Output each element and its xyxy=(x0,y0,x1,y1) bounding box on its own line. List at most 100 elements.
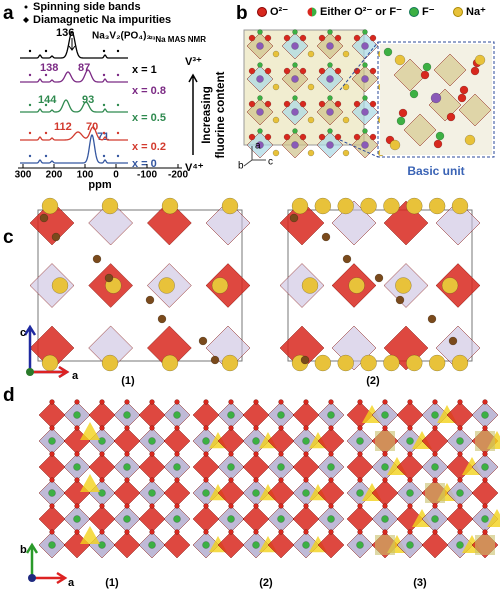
atom xyxy=(433,139,443,149)
atom xyxy=(457,399,463,405)
atom xyxy=(203,399,209,405)
atom xyxy=(124,451,130,457)
atom xyxy=(383,197,400,215)
atom xyxy=(369,133,377,141)
side-band xyxy=(28,131,32,135)
atom xyxy=(124,425,130,431)
atom xyxy=(174,477,180,483)
axis-arrow xyxy=(30,365,70,379)
atom xyxy=(98,437,106,445)
atom xyxy=(211,277,229,294)
atom xyxy=(407,451,413,457)
panel-label: c xyxy=(3,227,14,248)
atom xyxy=(435,131,445,141)
atom xyxy=(148,489,156,497)
octahedron xyxy=(317,427,345,455)
side-band xyxy=(116,131,120,135)
atom xyxy=(326,108,334,116)
octahedron xyxy=(267,427,295,455)
crystal-structure xyxy=(243,29,385,159)
arrow-label: Increasing xyxy=(201,86,213,144)
axis-label: c xyxy=(20,327,26,339)
atom xyxy=(74,399,80,405)
atom xyxy=(326,75,334,83)
structure-label: (2) xyxy=(259,577,273,589)
atom xyxy=(457,503,463,509)
atom xyxy=(326,42,334,50)
atom xyxy=(314,197,332,215)
octahedron xyxy=(29,200,75,246)
shade xyxy=(375,535,395,555)
crystal-structure xyxy=(279,197,481,372)
atom xyxy=(299,100,307,108)
spectrum xyxy=(20,99,128,113)
axis-label: b xyxy=(20,544,27,556)
atom xyxy=(149,529,155,535)
atom xyxy=(248,67,256,75)
atom xyxy=(307,149,315,157)
atom xyxy=(357,503,363,509)
panel-label: b xyxy=(236,3,248,24)
atom xyxy=(328,399,334,405)
octahedron xyxy=(471,479,499,507)
atom xyxy=(123,463,131,471)
crystal-structure xyxy=(29,197,251,372)
atom xyxy=(272,116,280,124)
atom xyxy=(49,399,55,405)
state-label: V⁴⁺ xyxy=(185,162,204,174)
side-band xyxy=(102,49,106,53)
atom xyxy=(481,515,489,523)
octahedron xyxy=(163,427,191,455)
atom xyxy=(446,112,456,122)
atom xyxy=(48,437,56,445)
atom xyxy=(383,354,400,372)
technique: ²³Na MAS NMR xyxy=(150,35,206,44)
atom xyxy=(256,75,264,83)
atom xyxy=(277,463,285,471)
octahedron xyxy=(267,479,295,507)
atom xyxy=(272,149,280,157)
atom xyxy=(470,66,480,76)
atom xyxy=(334,133,342,141)
side-band xyxy=(102,103,106,107)
atom xyxy=(174,451,180,457)
atom xyxy=(362,95,368,101)
atom xyxy=(381,411,389,419)
octahedron xyxy=(113,427,141,455)
octahedron xyxy=(38,453,66,481)
atom xyxy=(49,529,55,535)
panel-label: d xyxy=(3,385,15,406)
atom xyxy=(74,503,80,509)
tick-label: 200 xyxy=(46,170,63,181)
side-band xyxy=(116,73,120,77)
atom xyxy=(342,50,350,58)
side-band xyxy=(102,73,106,77)
atom xyxy=(252,541,260,549)
atom xyxy=(382,399,388,405)
atom xyxy=(278,399,284,405)
atom xyxy=(361,42,369,50)
atom xyxy=(289,213,299,223)
tick-label: 100 xyxy=(77,170,94,181)
atom xyxy=(73,515,81,523)
atom xyxy=(291,75,299,83)
atom xyxy=(395,277,412,294)
atom xyxy=(420,70,430,80)
arrow xyxy=(188,73,198,155)
atom xyxy=(383,47,393,57)
atom xyxy=(49,425,55,431)
atom xyxy=(409,89,419,99)
atom xyxy=(256,108,264,116)
octahedron xyxy=(458,93,492,127)
atom xyxy=(398,108,408,118)
atom xyxy=(98,489,106,497)
atom xyxy=(430,92,442,104)
atom xyxy=(73,411,81,419)
atom xyxy=(49,503,55,509)
atom xyxy=(228,477,234,483)
octahedron xyxy=(292,505,320,533)
atom xyxy=(407,477,413,483)
atom xyxy=(482,451,488,457)
atom xyxy=(292,62,298,68)
